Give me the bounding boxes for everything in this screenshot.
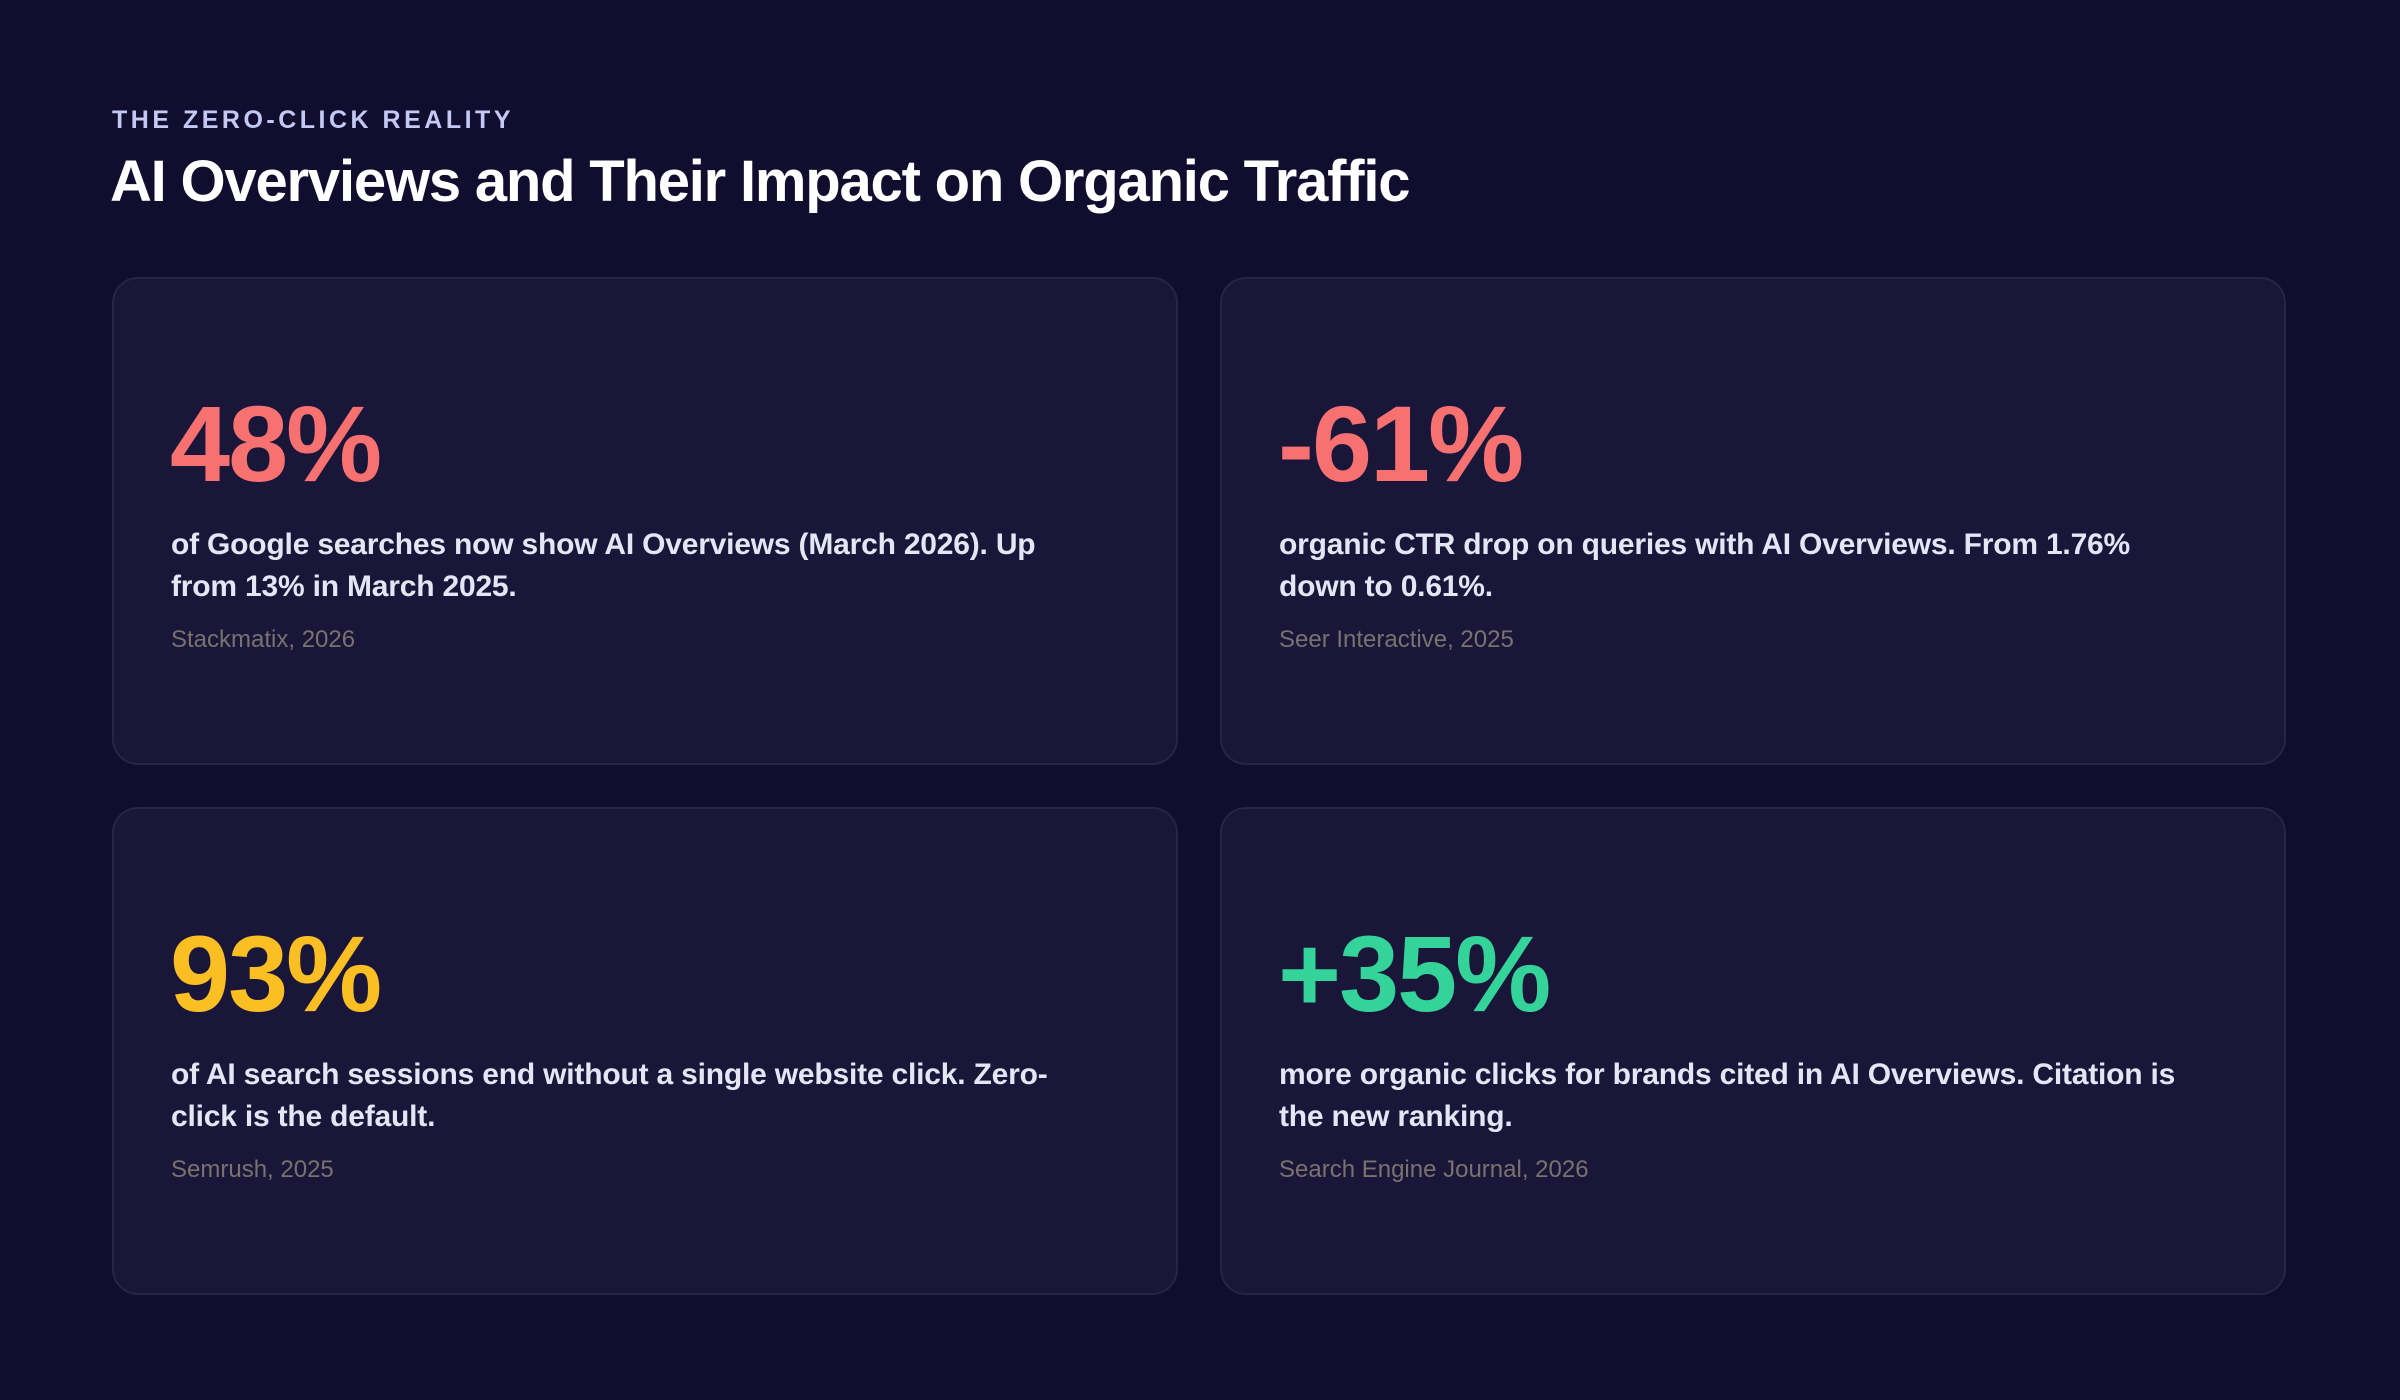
stats-grid: 48% of Google searches now show AI Overv… xyxy=(112,277,2286,1295)
stat-source: Stackmatix, 2026 xyxy=(171,626,356,653)
stat-card-ai-overview-share: 48% of Google searches now show AI Overv… xyxy=(112,277,1178,765)
stat-description: more organic clicks for brands cited in … xyxy=(1279,1058,2176,1133)
stat-source: Seer Interactive, 2025 xyxy=(1279,626,1514,653)
stat-description: of AI search sessions end without a sing… xyxy=(171,1058,1048,1133)
stat-card-ctr-drop: -61% organic CTR drop on queries with AI… xyxy=(1220,277,2286,765)
stat-card-citation-clicks: +35% more organic clicks for brands cite… xyxy=(1220,807,2286,1295)
stat-value: 48% xyxy=(170,383,382,504)
section-eyebrow: THE ZERO-CLICK REALITY xyxy=(112,106,514,134)
stat-description: of Google searches now show AI Overviews… xyxy=(171,528,1036,603)
stat-value: -61% xyxy=(1278,383,1524,504)
stat-card-zero-click-sessions: 93% of AI search sessions end without a … xyxy=(112,807,1178,1295)
stat-source: Search Engine Journal, 2026 xyxy=(1279,1156,1589,1183)
stat-value: +35% xyxy=(1278,913,1551,1034)
stat-description: organic CTR drop on queries with AI Over… xyxy=(1279,528,2131,603)
stat-value: 93% xyxy=(170,913,382,1034)
page-title: AI Overviews and Their Impact on Organic… xyxy=(110,149,1411,214)
stat-source: Semrush, 2025 xyxy=(171,1156,334,1183)
